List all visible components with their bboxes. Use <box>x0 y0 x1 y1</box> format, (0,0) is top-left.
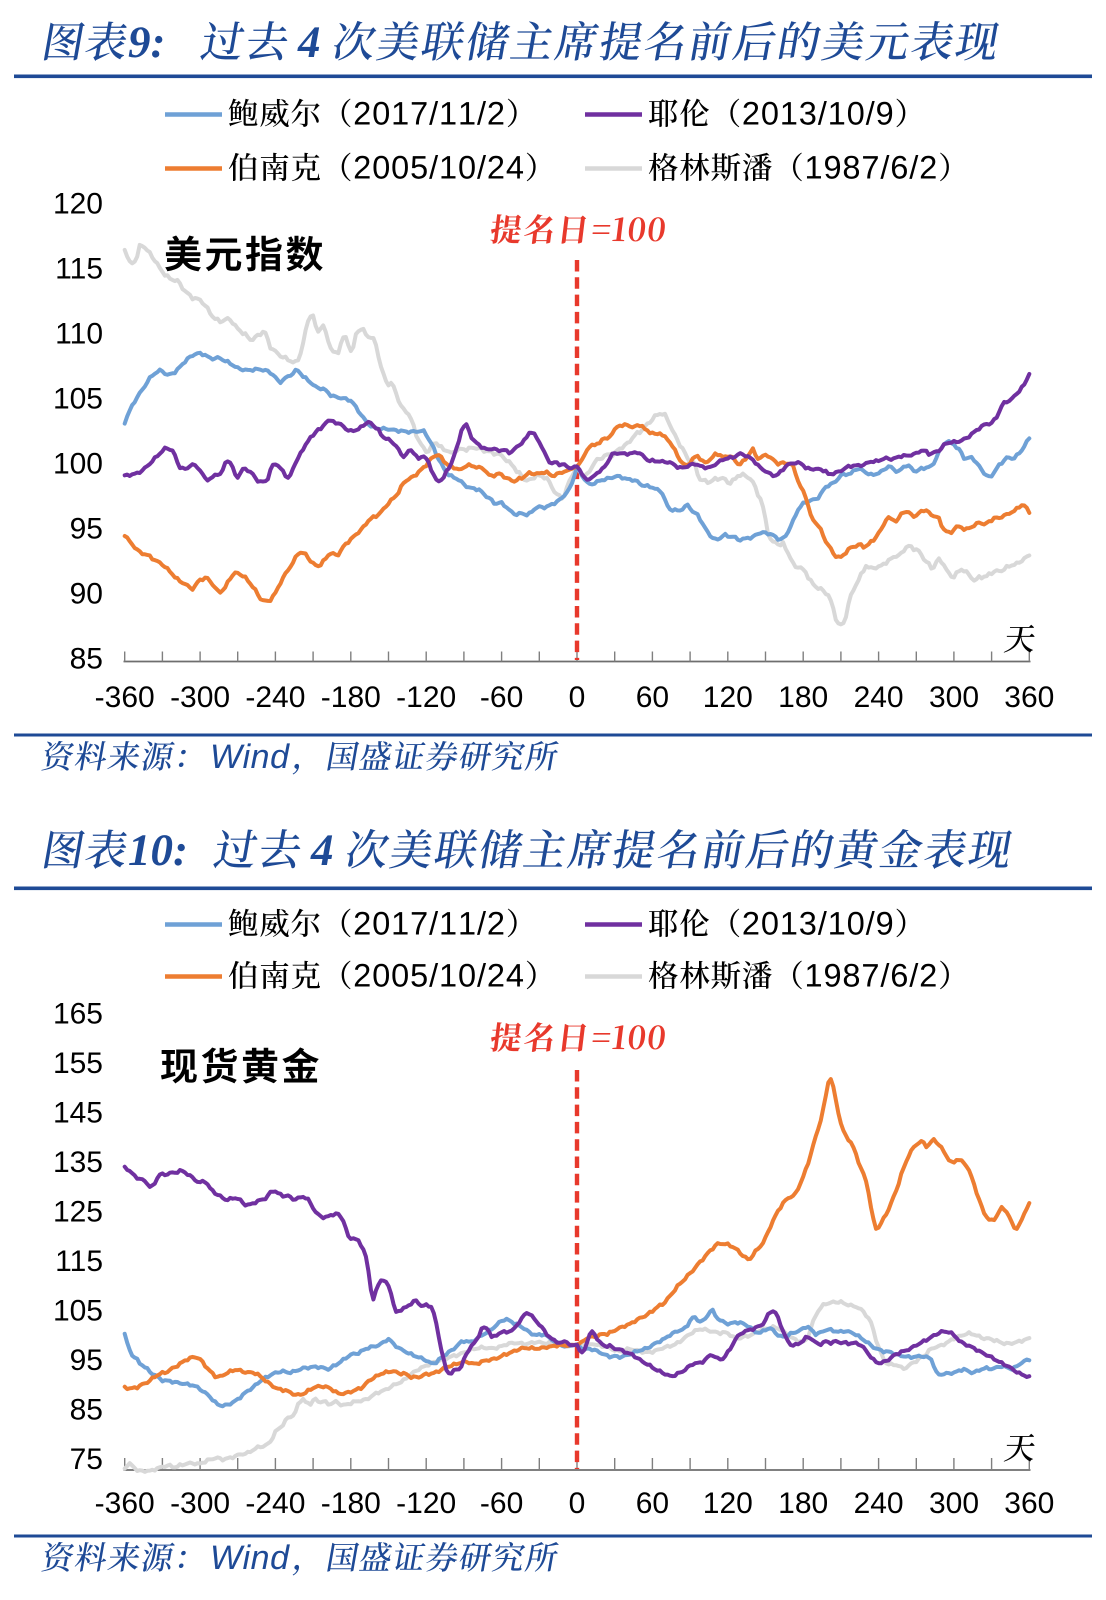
svg-text:180: 180 <box>778 1487 828 1520</box>
svg-text:135: 135 <box>53 1146 103 1179</box>
svg-text:95: 95 <box>70 1344 103 1377</box>
svg-text:-180: -180 <box>321 1487 381 1520</box>
svg-text:75: 75 <box>70 1443 103 1476</box>
svg-text:0: 0 <box>569 1487 586 1520</box>
svg-text:85: 85 <box>70 643 103 676</box>
svg-text:240: 240 <box>854 681 904 714</box>
svg-text:-300: -300 <box>170 1487 230 1520</box>
svg-text:-240: -240 <box>245 681 305 714</box>
svg-text:105: 105 <box>53 383 103 416</box>
svg-text:180: 180 <box>778 681 828 714</box>
svg-text:-300: -300 <box>170 681 230 714</box>
svg-text:115: 115 <box>55 1245 103 1278</box>
svg-text:120: 120 <box>53 188 103 221</box>
svg-text:0: 0 <box>569 681 586 714</box>
svg-text:125: 125 <box>53 1196 103 1229</box>
svg-text:95: 95 <box>70 513 103 546</box>
svg-text:110: 110 <box>55 318 103 351</box>
svg-text:120: 120 <box>703 681 753 714</box>
svg-text:-360: -360 <box>95 681 155 714</box>
svg-text:-60: -60 <box>480 681 523 714</box>
svg-text:-120: -120 <box>396 681 456 714</box>
svg-text:100: 100 <box>53 448 103 481</box>
svg-text:360: 360 <box>1004 1487 1054 1520</box>
svg-text:115: 115 <box>55 253 103 286</box>
svg-text:300: 300 <box>929 1487 979 1520</box>
svg-text:90: 90 <box>70 578 103 611</box>
svg-text:165: 165 <box>53 998 103 1031</box>
svg-text:120: 120 <box>703 1487 753 1520</box>
svg-text:105: 105 <box>53 1295 103 1328</box>
svg-text:360: 360 <box>1004 681 1054 714</box>
svg-text:-360: -360 <box>95 1487 155 1520</box>
svg-text:85: 85 <box>70 1394 103 1427</box>
svg-text:60: 60 <box>636 1487 669 1520</box>
svg-text:155: 155 <box>53 1047 103 1080</box>
svg-text:-60: -60 <box>480 1487 523 1520</box>
svg-text:-120: -120 <box>396 1487 456 1520</box>
svg-text:-180: -180 <box>321 681 381 714</box>
svg-text:300: 300 <box>929 681 979 714</box>
svg-text:-240: -240 <box>245 1487 305 1520</box>
svg-text:240: 240 <box>854 1487 904 1520</box>
svg-text:60: 60 <box>636 681 669 714</box>
svg-text:145: 145 <box>53 1097 103 1130</box>
